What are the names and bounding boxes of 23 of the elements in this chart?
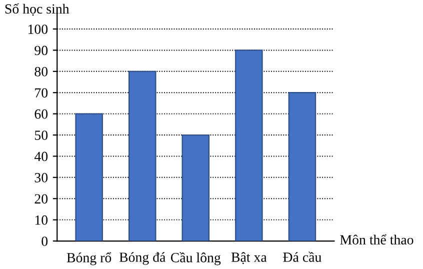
bar [128, 70, 156, 242]
y-tick-label: 80 [34, 66, 48, 76]
y-tick-label: 50 [34, 130, 48, 140]
y-tick-label: 0 [42, 236, 48, 246]
x-tick-label: Bóng rổ [66, 252, 112, 266]
bar [182, 134, 210, 242]
y-axis-title: Số học sinh [5, 3, 70, 16]
y-tick-label: 10 [35, 215, 48, 225]
y-tick-label: 90 [34, 46, 48, 56]
bar [235, 50, 263, 242]
y-tick-label: 40 [34, 152, 48, 162]
bar [288, 92, 316, 242]
y-tick-label: 60 [34, 109, 48, 119]
x-tick-label: Đá cầu [283, 252, 322, 262]
x-tick-label: Cầu lông [170, 252, 221, 266]
y-tick-label: 30 [34, 173, 48, 182]
x-tick-label: Bóng đá [119, 252, 166, 265]
y-tick-label: 70 [35, 88, 48, 98]
y-tick-label: 20 [34, 194, 48, 204]
x-tick-label: Bật xa [231, 252, 267, 264]
bar [75, 113, 103, 242]
y-tick-label: 100 [28, 24, 48, 34]
x-axis-title: Môn thể thao [340, 234, 414, 244]
